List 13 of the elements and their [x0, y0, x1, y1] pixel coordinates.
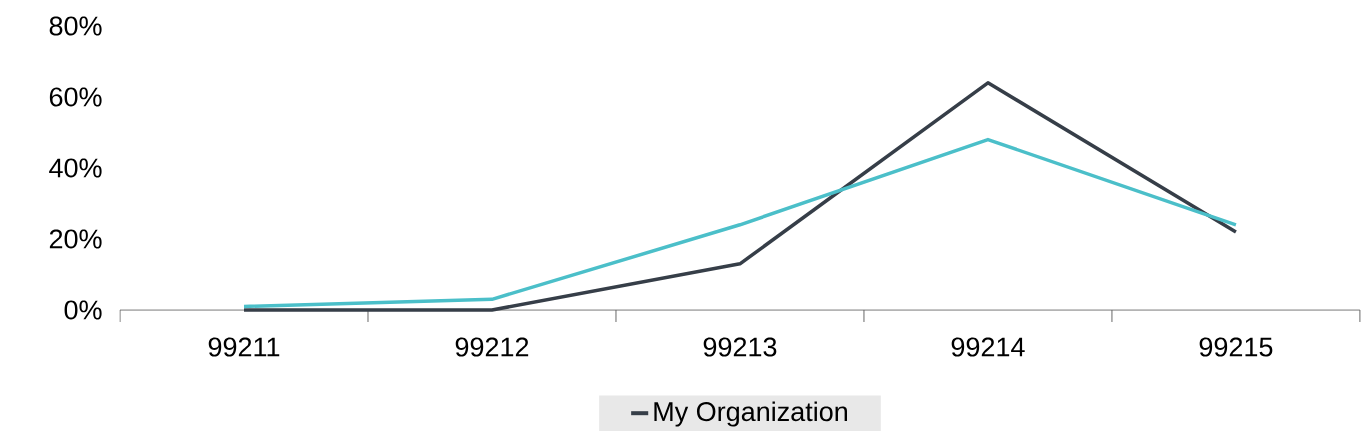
- x-tick-label: 99212: [455, 337, 529, 357]
- x-tick-label: 99211: [208, 337, 280, 357]
- line-series: [242, 137, 1238, 309]
- x-tick-label: 99215: [1199, 337, 1273, 357]
- x-tick-label: 99214: [951, 337, 1025, 357]
- y-tick-label: 40%: [49, 158, 102, 178]
- y-tick-label: 60%: [49, 87, 102, 107]
- y-tick-label: 80%: [49, 16, 102, 36]
- x-tick-label: 99213: [703, 337, 777, 357]
- y-tick-label: 20%: [49, 229, 102, 249]
- line-series: [242, 81, 1238, 312]
- legend-label: My Organization: [654, 401, 847, 427]
- y-tick-label: 0%: [64, 300, 102, 320]
